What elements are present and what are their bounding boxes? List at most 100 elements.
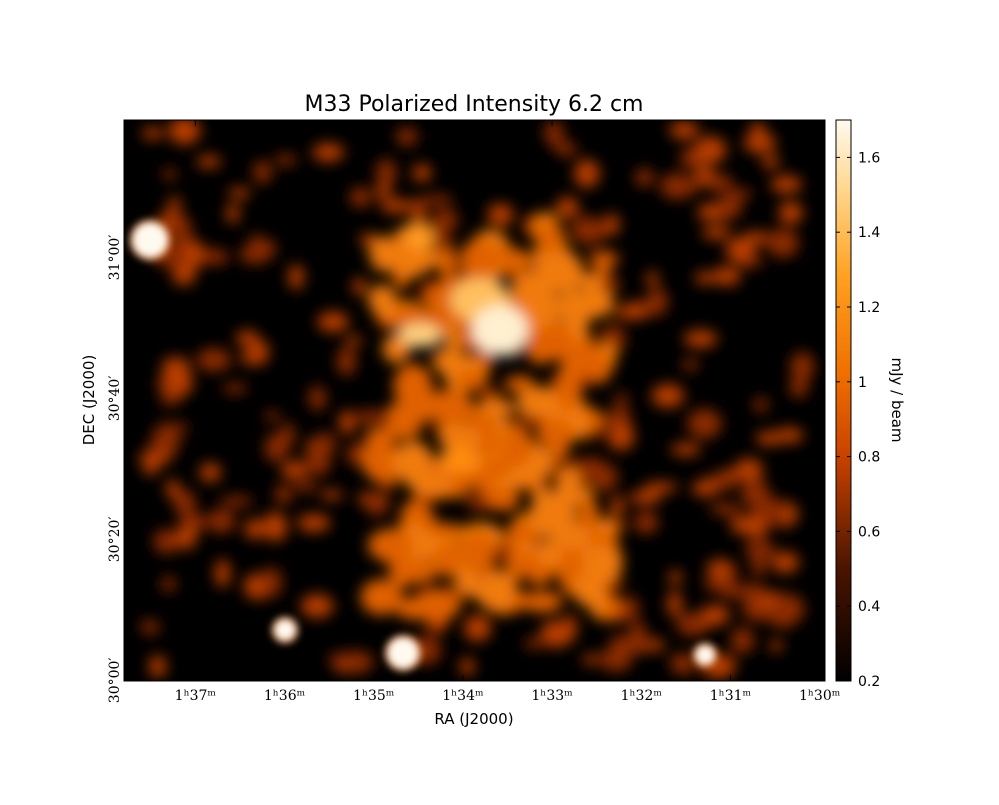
blob [460, 657, 475, 676]
blob [463, 614, 492, 642]
blob [670, 652, 697, 675]
blob [274, 484, 293, 505]
blob [297, 513, 331, 532]
y-tick-label: 30°40′ [107, 375, 123, 421]
blob [412, 164, 432, 182]
blob [743, 133, 777, 154]
y-tick-label: 31°00′ [107, 235, 123, 281]
source [133, 223, 167, 257]
blob [590, 233, 603, 244]
blob [599, 647, 633, 672]
blob [519, 591, 563, 613]
blob [176, 525, 197, 550]
blob [411, 197, 426, 228]
bright-blob [472, 305, 528, 355]
source [696, 646, 714, 664]
blob [577, 495, 599, 537]
blob [438, 246, 458, 281]
colorbar-tick-label: 1.2 [858, 300, 880, 316]
blob [168, 120, 201, 145]
blob [387, 399, 428, 426]
x-tick-label: 1ʰ37ᵐ [175, 688, 217, 704]
blob [171, 264, 196, 286]
blob [610, 495, 624, 519]
blob [240, 349, 269, 366]
blob [414, 590, 461, 621]
blob [516, 386, 563, 418]
blob [376, 158, 397, 187]
blob [166, 217, 193, 242]
blob [604, 213, 620, 236]
blob [274, 154, 297, 166]
blob [149, 654, 167, 678]
blob [555, 289, 596, 324]
blob [778, 201, 803, 225]
blob [253, 160, 272, 184]
blob [700, 604, 730, 626]
blob [235, 330, 259, 346]
x-tick-label: 1ʰ34ᵐ [442, 688, 484, 704]
blob [768, 607, 799, 628]
blob [162, 242, 187, 268]
x-axis-label: RA (J2000) [434, 710, 513, 728]
blob [744, 540, 776, 560]
blob [460, 239, 496, 283]
x-tick-label: 1ʰ36ᵐ [264, 688, 306, 704]
blob [558, 373, 576, 413]
blob [219, 496, 254, 507]
blob [356, 409, 383, 425]
blob [667, 590, 682, 618]
blob [457, 369, 487, 391]
blob [512, 414, 542, 427]
blob [222, 383, 248, 394]
blob [588, 456, 604, 486]
blob [703, 579, 731, 592]
blob [375, 184, 392, 199]
blob [555, 196, 579, 219]
blob [789, 377, 809, 398]
blob [396, 127, 418, 146]
blob [582, 654, 600, 665]
colorbar-tick-label: 1 [858, 375, 867, 391]
blob [670, 443, 701, 456]
blob [199, 462, 222, 483]
blob [537, 221, 564, 255]
blob [313, 432, 336, 457]
blob [155, 422, 190, 433]
blob [140, 620, 160, 635]
blob [162, 168, 177, 180]
blob [574, 159, 600, 188]
blob [425, 389, 472, 418]
x-tick-label: 1ʰ30ᵐ [799, 688, 841, 704]
blob [281, 460, 307, 480]
bright-blob [398, 323, 442, 347]
blob [650, 638, 664, 652]
blob [757, 498, 788, 525]
blob [681, 359, 699, 371]
blob [664, 176, 699, 197]
blob [668, 570, 682, 585]
point-sources [130, 220, 717, 671]
blob [769, 639, 783, 652]
colorbar [835, 119, 852, 682]
blob [214, 559, 231, 588]
colorbar-tick-label: 0.4 [858, 599, 880, 615]
colorbar-tick-label: 0.6 [858, 524, 880, 540]
blob [734, 458, 764, 482]
blob [162, 357, 190, 368]
blob [737, 583, 767, 600]
blob [712, 266, 741, 286]
intensity-image [130, 120, 815, 679]
blob [196, 348, 231, 372]
chart-title: M33 Polarized Intensity 6.2 cm [305, 92, 644, 117]
blob [288, 264, 304, 290]
blob [417, 511, 437, 532]
blob [629, 621, 647, 651]
blob [725, 237, 756, 264]
blob [265, 410, 280, 422]
blob [141, 127, 164, 140]
blob [368, 284, 396, 315]
blob [669, 121, 699, 140]
blob [263, 511, 288, 542]
